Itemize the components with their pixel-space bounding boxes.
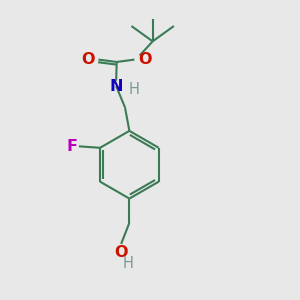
Text: O: O	[114, 245, 128, 260]
Text: O: O	[138, 52, 152, 67]
Text: O: O	[81, 52, 94, 67]
Text: H: H	[123, 256, 134, 271]
Text: F: F	[66, 139, 77, 154]
Text: H: H	[128, 82, 140, 97]
Text: N: N	[110, 79, 123, 94]
